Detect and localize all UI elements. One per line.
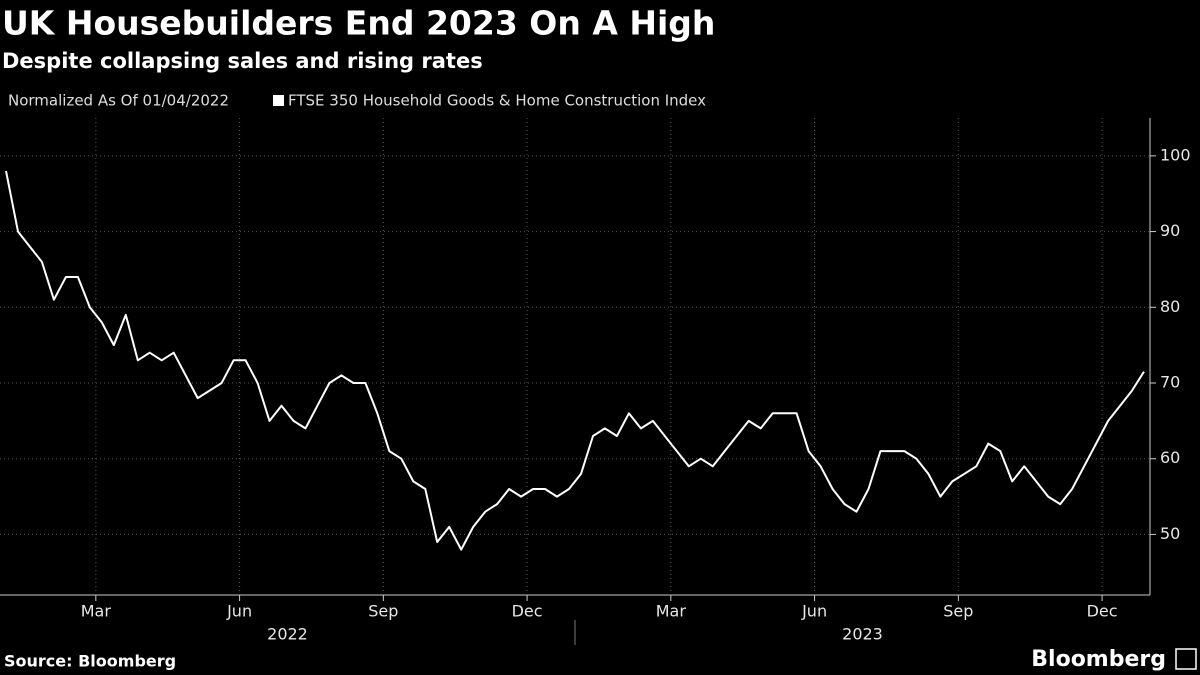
y-tick-label: 50: [1160, 524, 1180, 543]
x-tick-label: Mar: [656, 602, 687, 621]
x-tick-label: Sep: [943, 602, 973, 621]
legend-note: Normalized As Of 01/04/2022: [8, 92, 229, 110]
y-tick-label: 70: [1160, 373, 1180, 392]
chart-subtitle: Despite collapsing sales and rising rate…: [2, 49, 483, 73]
y-tick-label: 90: [1160, 221, 1180, 240]
x-tick-label: Dec: [1087, 602, 1118, 621]
x-tick-label: Jun: [226, 602, 252, 621]
line: [5, 170, 1145, 551]
legend-swatch: [273, 95, 284, 106]
y-tick-label: 100: [1160, 145, 1191, 164]
brand-icon: [1175, 648, 1197, 670]
x-tick-label: Mar: [81, 602, 112, 621]
x-tick-label: Jun: [801, 602, 827, 621]
chart-title: UK Housebuilders End 2023 On A High: [2, 4, 715, 43]
source: Source: Bloomberg: [4, 652, 176, 671]
year-label: 2022: [267, 625, 308, 644]
legend-label: FTSE 350 Household Goods & Home Construc…: [288, 92, 706, 110]
y-tick-label: 80: [1160, 297, 1180, 316]
y-tick-label: 60: [1160, 448, 1180, 467]
year-label: 2023: [842, 625, 883, 644]
brand: Bloomberg: [1031, 647, 1166, 672]
x-tick-label: Sep: [368, 602, 398, 621]
x-tick-label: Dec: [512, 602, 543, 621]
